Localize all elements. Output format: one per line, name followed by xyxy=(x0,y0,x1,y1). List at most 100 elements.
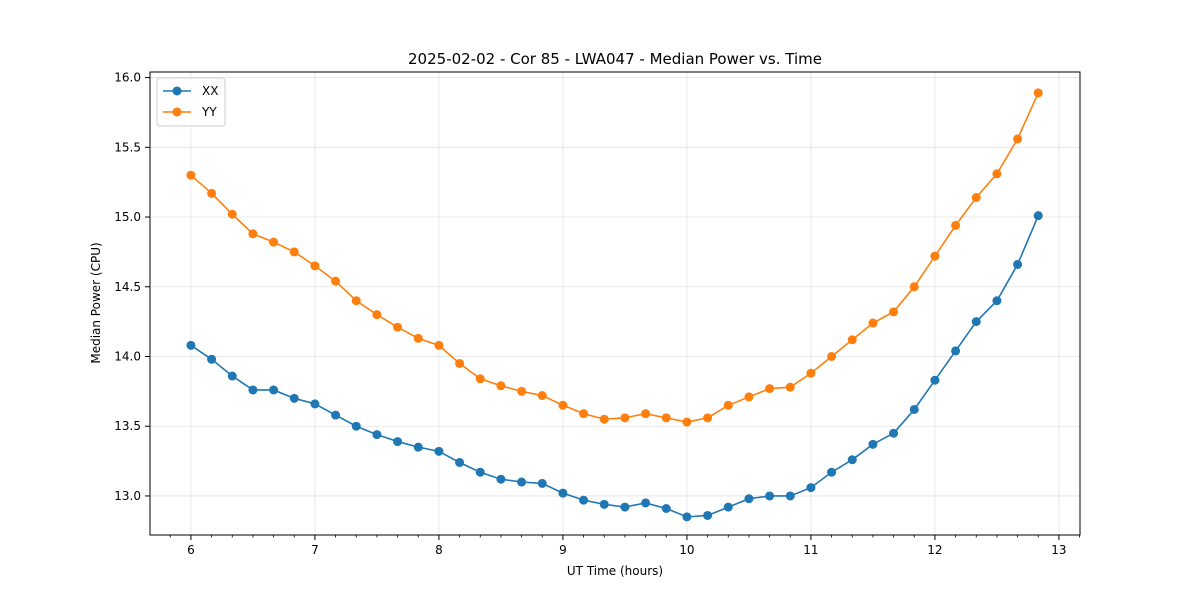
data-point-xx xyxy=(393,437,403,447)
data-point-xx xyxy=(227,371,237,381)
data-point-xx xyxy=(765,491,775,501)
data-point-yy xyxy=(971,193,981,203)
data-point-xx xyxy=(992,296,1002,306)
data-point-yy xyxy=(599,414,609,424)
data-point-xx xyxy=(744,494,754,504)
y-tick-label: 14.0 xyxy=(114,349,141,363)
data-point-xx xyxy=(558,488,568,498)
data-point-xx xyxy=(930,375,940,385)
data-point-yy xyxy=(909,282,919,292)
data-point-yy xyxy=(951,220,961,230)
x-tick-label: 11 xyxy=(803,543,818,557)
x-tick-label: 12 xyxy=(927,543,942,557)
data-point-xx xyxy=(951,346,961,356)
data-point-yy xyxy=(723,400,733,410)
data-point-yy xyxy=(475,374,485,384)
data-point-xx xyxy=(310,399,320,409)
x-axis-label: UT Time (hours) xyxy=(567,564,663,578)
data-point-yy xyxy=(558,400,568,410)
series-layer xyxy=(186,88,1043,522)
data-point-yy xyxy=(248,229,258,239)
x-tick-label: 7 xyxy=(311,543,319,557)
legend-marker-yy xyxy=(172,107,182,117)
data-point-xx xyxy=(909,404,919,414)
data-point-yy xyxy=(227,209,237,219)
data-point-xx xyxy=(372,430,382,440)
data-point-yy xyxy=(806,368,816,378)
data-point-yy xyxy=(1013,134,1023,144)
data-point-xx xyxy=(475,467,485,477)
data-point-yy xyxy=(992,169,1002,179)
data-point-xx xyxy=(289,393,299,403)
data-point-yy xyxy=(331,276,341,286)
data-point-yy xyxy=(289,247,299,257)
data-point-xx xyxy=(351,421,361,431)
data-point-xx xyxy=(827,467,837,477)
y-tick-label: 14.5 xyxy=(114,280,141,294)
data-point-yy xyxy=(186,170,196,180)
data-point-xx xyxy=(806,483,816,493)
data-point-xx xyxy=(682,512,692,522)
series-line-yy xyxy=(190,92,1039,423)
data-point-xx xyxy=(496,474,506,484)
data-point-xx xyxy=(1033,211,1043,221)
data-point-yy xyxy=(207,188,217,198)
x-tick-label: 10 xyxy=(679,543,694,557)
data-point-yy xyxy=(682,417,692,427)
y-tick-label: 15.0 xyxy=(114,210,141,224)
data-point-xx xyxy=(599,499,609,509)
data-point-yy xyxy=(827,351,837,361)
legend: XX YY xyxy=(156,77,226,127)
data-point-xx xyxy=(186,340,196,350)
data-point-xx xyxy=(868,439,878,449)
data-point-xx xyxy=(723,502,733,512)
data-point-yy xyxy=(785,382,795,392)
data-point-xx xyxy=(785,491,795,501)
data-point-yy xyxy=(579,409,589,419)
data-point-yy xyxy=(455,358,465,368)
data-point-yy xyxy=(537,391,547,401)
data-point-yy xyxy=(847,335,857,345)
y-axis-label: Median Power (CPU) xyxy=(89,242,103,363)
data-point-yy xyxy=(434,340,444,350)
data-point-xx xyxy=(889,428,899,438)
data-point-yy xyxy=(351,296,361,306)
data-point-xx xyxy=(1013,259,1023,269)
data-point-xx xyxy=(517,477,527,487)
data-point-xx xyxy=(641,498,651,508)
data-point-xx xyxy=(413,442,423,452)
x-tick-label: 13 xyxy=(1051,543,1066,557)
data-point-yy xyxy=(310,261,320,271)
data-point-yy xyxy=(703,413,713,423)
x-tick-label: 8 xyxy=(435,543,443,557)
data-point-yy xyxy=(889,307,899,317)
data-point-yy xyxy=(413,333,423,343)
data-point-xx xyxy=(269,385,279,395)
grid-lines xyxy=(150,72,1080,535)
y-tick-label: 13.0 xyxy=(114,489,141,503)
data-point-yy xyxy=(496,381,506,391)
legend-label-yy: YY xyxy=(201,105,217,119)
data-point-yy xyxy=(930,251,940,261)
data-point-yy xyxy=(620,413,630,423)
data-point-xx xyxy=(847,455,857,465)
data-point-xx xyxy=(537,478,547,488)
data-point-yy xyxy=(641,409,651,419)
x-tick-label: 6 xyxy=(187,543,195,557)
y-tick-label: 13.5 xyxy=(114,419,141,433)
data-point-yy xyxy=(1033,88,1043,98)
plot-frame xyxy=(149,71,1081,536)
data-point-xx xyxy=(434,446,444,456)
data-point-xx xyxy=(579,495,589,505)
data-point-xx xyxy=(248,385,258,395)
data-point-yy xyxy=(269,237,279,247)
data-point-xx xyxy=(703,510,713,520)
data-point-yy xyxy=(372,310,382,320)
y-tick-label: 16.0 xyxy=(114,71,141,85)
data-point-yy xyxy=(744,392,754,402)
data-point-xx xyxy=(207,354,217,364)
data-point-xx xyxy=(620,502,630,512)
data-point-xx xyxy=(971,317,981,327)
data-point-xx xyxy=(455,457,465,467)
